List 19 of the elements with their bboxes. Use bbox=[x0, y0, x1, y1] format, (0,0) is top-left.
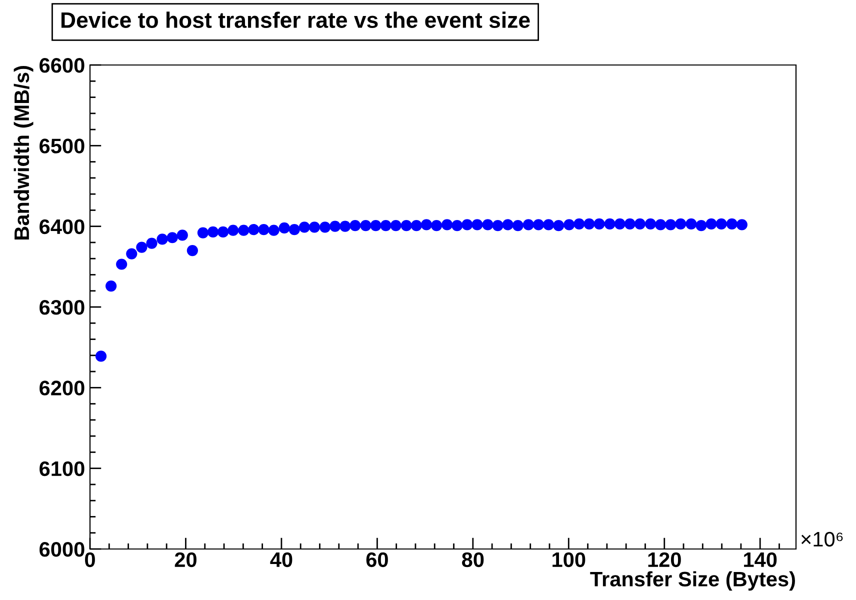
x-tick-label: 0 bbox=[85, 552, 95, 568]
y-tick-label: 6100 bbox=[40, 461, 84, 476]
x-tick-label: 120 bbox=[648, 552, 681, 568]
y-tick-label: 6400 bbox=[40, 219, 84, 234]
y-tick-label: 6000 bbox=[40, 542, 84, 557]
x-tick-label: 140 bbox=[744, 552, 777, 568]
y-tick-label: 6500 bbox=[40, 138, 84, 154]
x-axis-title: Transfer Size (Bytes) bbox=[590, 571, 795, 591]
y-tick-label: 6300 bbox=[40, 300, 84, 315]
x-tick-label: 80 bbox=[462, 552, 484, 568]
x-tick-label: 40 bbox=[270, 552, 292, 568]
y-tick-label: 6200 bbox=[40, 380, 84, 396]
x-tick-label: 60 bbox=[366, 552, 388, 568]
x-tick-label: 100 bbox=[552, 552, 586, 568]
y-tick-label: 6600 bbox=[40, 58, 84, 73]
text: ×10⁶ bbox=[801, 532, 843, 547]
chart-title: Device to host transfer rate vs the event size bbox=[61, 12, 530, 28]
x-tick-label: 20 bbox=[174, 552, 196, 568]
y-axis-title: Bandwidth (MB/s) bbox=[14, 66, 34, 240]
